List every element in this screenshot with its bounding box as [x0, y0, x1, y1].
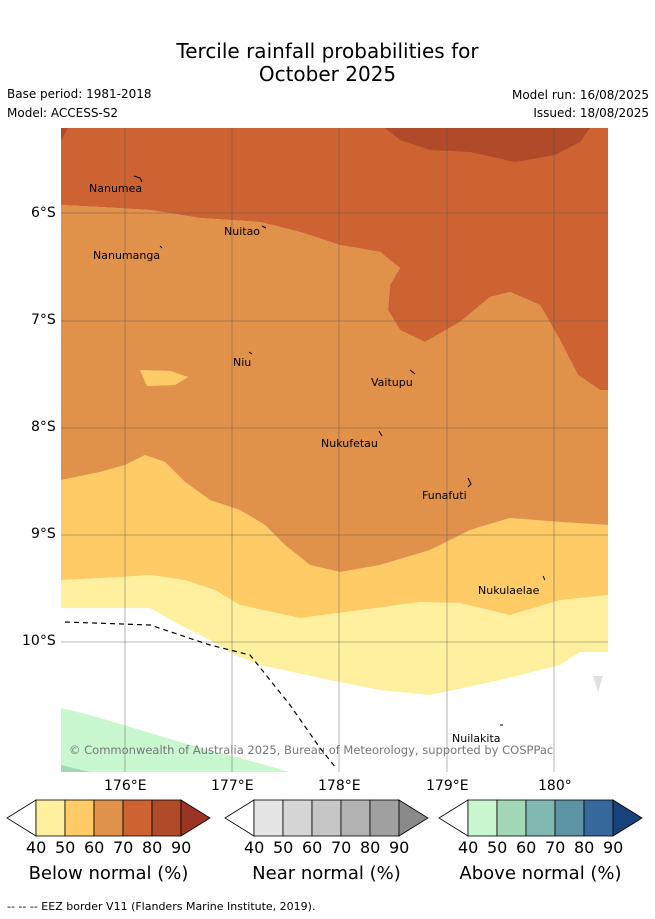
- grid-lines: [61, 128, 608, 772]
- place-nukulaelae: Nukulaelae: [478, 584, 540, 597]
- place-vaitupu: Vaitupu: [371, 376, 413, 389]
- copyright-notice: © Commonwealth of Australia 2025, Bureau…: [69, 743, 553, 757]
- above-40-region: [61, 708, 290, 772]
- map-title: Tercile rainfall probabilities for Octob…: [0, 40, 655, 86]
- lat-label-6s: 6°S: [31, 205, 56, 221]
- below-50-patch: [140, 370, 188, 386]
- colorbar-above: [438, 799, 643, 837]
- below-80-corner: [61, 128, 68, 140]
- place-funafuti: Funafuti: [422, 489, 467, 502]
- marker-triangle: [593, 676, 603, 692]
- cb-above-tick-90: 90: [603, 838, 624, 857]
- cb-above-tick-50: 50: [487, 838, 508, 857]
- place-nanumanga: Nanumanga: [93, 249, 160, 262]
- base-period: Base period: 1981-2018: [7, 87, 152, 101]
- lat-label-9s: 9°S: [31, 526, 56, 542]
- lon-label-179e: 179°E: [426, 778, 469, 794]
- place-nuitao: Nuitao: [224, 225, 260, 238]
- lat-label-10s: 10°S: [22, 633, 56, 649]
- below-40-region: [61, 575, 608, 695]
- cb-near-tick-70: 70: [331, 838, 352, 857]
- cb-near-tick-40: 40: [244, 838, 265, 857]
- island-marks: [133, 175, 546, 726]
- lon-label-180: 180°: [538, 778, 572, 794]
- cb-near-tick-90: 90: [389, 838, 410, 857]
- issued-date: Issued: 18/08/2025: [533, 106, 649, 120]
- colorbar-near: [224, 799, 429, 837]
- cb-below-tick-70: 70: [113, 838, 134, 857]
- place-nanumea: Nanumea: [89, 182, 142, 195]
- cb-above-tick-70: 70: [545, 838, 566, 857]
- eez-footer-note: -- -- -- EEZ border V11 (Flanders Marine…: [7, 900, 316, 913]
- colorbar-below-title: Below normal (%): [28, 863, 189, 884]
- title-line-2: October 2025: [258, 62, 397, 86]
- colorbar-near-title: Near normal (%): [252, 863, 401, 884]
- cb-near-tick-60: 60: [302, 838, 323, 857]
- cb-near-tick-80: 80: [360, 838, 381, 857]
- lat-label-7s: 7°S: [31, 312, 56, 328]
- lon-label-176e: 176°E: [104, 778, 147, 794]
- title-line-1: Tercile rainfall probabilities for: [176, 39, 479, 63]
- eez-border: [64, 621, 337, 769]
- cb-near-tick-50: 50: [273, 838, 294, 857]
- cb-below-tick-40: 40: [26, 838, 47, 857]
- place-nuilakita: Nuilakita: [452, 732, 501, 745]
- lon-label-178e: 178°E: [318, 778, 361, 794]
- above-50-region: [61, 765, 90, 772]
- cb-above-tick-80: 80: [574, 838, 595, 857]
- colorbar-below: [6, 799, 211, 837]
- cb-below-tick-80: 80: [142, 838, 163, 857]
- colorbar-above-title: Above normal (%): [459, 863, 622, 884]
- place-nukufetau: Nukufetau: [321, 437, 378, 450]
- cb-below-tick-90: 90: [171, 838, 192, 857]
- below-80-region: [385, 128, 590, 162]
- model-run: Model run: 16/08/2025: [511, 88, 649, 102]
- probability-fill: [61, 128, 608, 772]
- below-60-region: [61, 205, 608, 572]
- lon-label-177e: 177°E: [211, 778, 254, 794]
- place-niu: Niu: [233, 356, 251, 369]
- cb-above-tick-40: 40: [458, 838, 479, 857]
- lat-label-8s: 8°S: [31, 419, 56, 435]
- model-name: Model: ACCESS-S2: [7, 106, 119, 120]
- cb-below-tick-60: 60: [84, 838, 105, 857]
- below-70-region: [61, 128, 608, 390]
- cb-below-tick-50: 50: [55, 838, 76, 857]
- below-50-region: [61, 455, 608, 618]
- cb-above-tick-60: 60: [516, 838, 537, 857]
